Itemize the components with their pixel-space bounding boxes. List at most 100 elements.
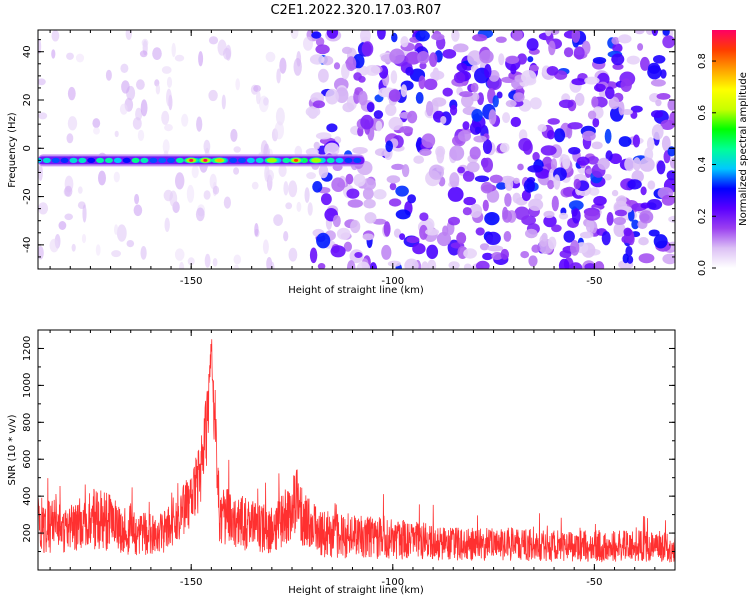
signal-band-segment — [60, 157, 69, 163]
heatmap-cell — [510, 116, 521, 128]
signal-band-segment — [344, 157, 353, 163]
heatmap-cell — [285, 202, 293, 210]
heatmap-cell — [400, 84, 408, 98]
heatmap-cell — [470, 82, 479, 93]
heatmap-cell — [421, 133, 436, 148]
colorbar-tick-label: 0.8 — [697, 53, 708, 69]
heatmap-cell — [525, 228, 538, 239]
heatmap-cell — [469, 146, 481, 160]
heatmap-cell — [390, 70, 398, 84]
colorbar-tick-label: 0.0 — [697, 260, 708, 276]
heatmap-cell — [265, 51, 276, 63]
heatmap-x-ticks: -150 -100 -50 — [49, 30, 676, 287]
heatmap-cell — [326, 123, 338, 133]
heatmap-cell — [303, 36, 313, 51]
heatmap-cell — [448, 261, 460, 269]
heatmap-cell — [121, 80, 130, 94]
heatmap-cell — [313, 141, 320, 150]
heatmap-cell — [514, 206, 530, 220]
heatmap-cell — [309, 247, 318, 264]
heatmap-cell — [550, 158, 558, 171]
heatmap-cell — [660, 69, 667, 79]
heatmap-cell — [592, 117, 600, 128]
heatmap-cell — [391, 163, 405, 170]
heatmap-cell — [388, 198, 402, 207]
snr-frame — [37, 329, 676, 571]
heatmap-cell — [187, 257, 195, 266]
heatmap-cell — [523, 179, 536, 193]
signal-hotspot-peak — [217, 158, 222, 162]
heatmap-cell — [347, 260, 356, 269]
heatmap-cell — [653, 234, 668, 249]
heatmap-cell — [646, 137, 655, 151]
heatmap-cell — [436, 231, 452, 247]
heatmap-cell — [592, 57, 607, 64]
heatmap-cell — [513, 177, 520, 184]
heatmap-cell — [75, 53, 85, 63]
heatmap-cell — [312, 100, 325, 109]
heatmap-cell — [639, 210, 654, 224]
heatmap-cell — [475, 227, 485, 236]
heatmap-cell — [152, 47, 162, 60]
heatmap-cell — [573, 46, 585, 60]
heatmap-cell — [293, 58, 302, 76]
heatmap-cell — [547, 118, 560, 125]
heatmap-noise-blobs — [38, 30, 675, 269]
heatmap-cell — [521, 190, 532, 201]
heatmap-cell — [140, 246, 147, 260]
signal-hotspot-peak — [314, 158, 319, 162]
heatmap-cell — [462, 207, 472, 216]
heatmap-cell — [140, 99, 148, 117]
heatmap-cell — [625, 246, 633, 257]
heatmap-cell — [546, 66, 559, 76]
heatmap-cell — [588, 187, 600, 196]
heatmap-cell — [230, 128, 238, 142]
heatmap-cell — [164, 124, 173, 132]
heatmap-cell — [336, 227, 351, 240]
snr-y-axis-label: SNR (10 * v/v) — [7, 414, 18, 485]
heatmap-cell — [360, 114, 374, 130]
heatmap-cell — [113, 171, 120, 183]
heatmap-cell — [134, 193, 140, 205]
heatmap-cell — [233, 264, 239, 269]
heatmap-cell — [461, 94, 474, 108]
heatmap-cell — [51, 30, 60, 42]
heatmap-cell — [571, 78, 587, 86]
heatmap-cell — [632, 157, 641, 171]
heatmap-cell — [573, 178, 581, 190]
heatmap-cell — [404, 258, 419, 269]
heatmap-cell — [196, 116, 203, 132]
heatmap-cell — [347, 199, 363, 208]
heatmap-cell — [571, 208, 581, 224]
heatmap-cell — [366, 102, 375, 113]
heatmap-cell — [82, 204, 87, 223]
heatmap-cell — [318, 164, 329, 179]
heatmap-cell — [361, 41, 374, 57]
heatmap-cell — [638, 253, 655, 264]
heatmap-cell — [584, 209, 601, 221]
heatmap-cell — [517, 163, 524, 171]
heatmap-cell — [563, 230, 575, 243]
heatmap-cell — [426, 244, 439, 259]
heatmap-cell — [326, 30, 339, 39]
heatmap-cell — [485, 231, 501, 245]
heatmap-cell — [331, 177, 346, 192]
heatmap-cell — [620, 78, 632, 92]
heatmap-cell — [415, 92, 424, 104]
snr-y-tick-label: 200 — [22, 524, 33, 543]
heatmap-cell — [362, 233, 374, 241]
heatmap-cell — [569, 262, 583, 269]
signal-band-segment — [122, 157, 131, 163]
heatmap-cell — [605, 86, 615, 100]
heatmap-panel: -150 -100 -50 -40 -20 0 20 40 Height of straig… — [7, 29, 676, 296]
heatmap-cell — [407, 194, 416, 204]
heatmap-cell — [467, 50, 483, 66]
heatmap-cell — [254, 223, 259, 237]
heatmap-cell — [212, 258, 218, 267]
heatmap-cell — [646, 199, 663, 210]
signal-band-segment — [353, 157, 362, 163]
heatmap-cell — [584, 76, 600, 85]
heatmap-cell — [98, 170, 106, 186]
heatmap-cell — [431, 97, 447, 107]
